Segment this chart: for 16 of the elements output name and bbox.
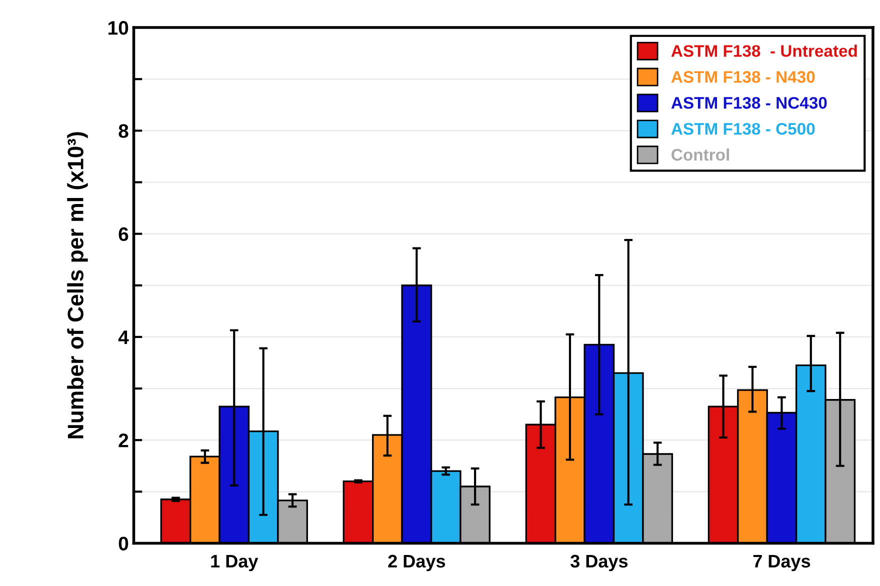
y-tick-label: 6 xyxy=(118,227,128,242)
y-axis-title: Number of Cells per ml (x10³) xyxy=(67,132,88,438)
legend-label: ASTM F138 - NC430 xyxy=(671,96,827,109)
x-tick-label: 3 Days xyxy=(570,554,628,572)
x-tick-label: 1 Day xyxy=(211,554,258,572)
y-tick-label: 2 xyxy=(118,434,128,448)
legend-label: ASTM F138 - Untreated xyxy=(671,44,857,57)
y-tick-label: 4 xyxy=(118,330,129,344)
legend-label: ASTM F138 - C500 xyxy=(671,122,815,135)
y-tick-label: 10 xyxy=(108,21,128,35)
x-tick-label: 7 Days xyxy=(753,554,810,572)
y-tick-label: 8 xyxy=(118,124,128,138)
y-tick-label: 0 xyxy=(118,536,128,550)
x-tick-label: 2 Days xyxy=(388,554,446,572)
legend-label: ASTM F138 - N430 xyxy=(671,71,815,83)
legend-label: Control xyxy=(672,148,729,161)
